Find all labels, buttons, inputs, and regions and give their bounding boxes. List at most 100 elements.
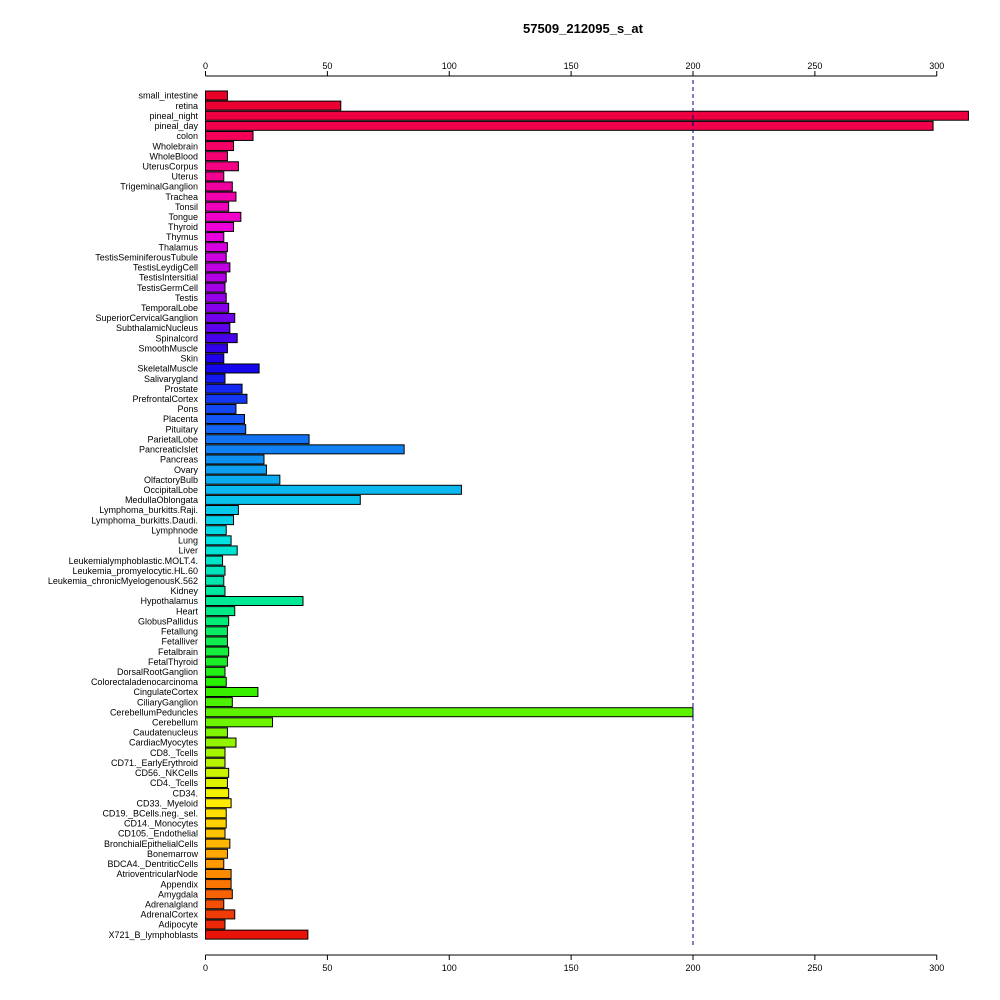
bar — [205, 798, 232, 809]
category-label: Leukemia_promyelocytic.HL.60 — [72, 566, 198, 576]
category-label: CardiacMyocytes — [129, 738, 199, 748]
bar — [205, 201, 230, 212]
bottom-tick-label: 150 — [564, 963, 579, 973]
bar — [205, 454, 265, 465]
bar — [205, 292, 227, 303]
category-label: CD8._Tcells — [150, 748, 199, 758]
category-label: Heart — [176, 606, 199, 616]
bar — [205, 242, 228, 253]
bar — [205, 323, 231, 334]
bar — [205, 464, 267, 475]
bar — [205, 181, 233, 192]
bar — [205, 636, 228, 647]
bar — [205, 575, 225, 586]
category-label: SuperiorCervicalGanglion — [95, 313, 198, 323]
category-label: Lymphoma_burkitts.Daudi. — [91, 515, 198, 525]
category-label: small_intestine — [138, 91, 198, 101]
bottom-tick-label: 200 — [685, 963, 700, 973]
category-label: TemporalLobe — [141, 303, 198, 313]
category-label: pineal_night — [149, 111, 198, 121]
category-label: CD56._NKCells — [135, 768, 199, 778]
bar — [205, 545, 238, 556]
category-label: Spinalcord — [155, 333, 198, 343]
top-tick-label: 200 — [685, 61, 700, 71]
bar — [205, 525, 227, 536]
bar — [205, 858, 225, 869]
category-label: Adipocyte — [158, 920, 198, 930]
bar — [205, 393, 248, 404]
bar — [205, 909, 236, 920]
bottom-tick-label: 300 — [929, 963, 944, 973]
bar — [205, 555, 224, 566]
bar — [205, 171, 225, 182]
bar — [205, 868, 232, 879]
category-label: CD33._Myeloid — [136, 798, 198, 808]
bar — [205, 818, 227, 829]
bar — [205, 191, 237, 202]
category-label: Adrenalgland — [145, 900, 198, 910]
bar — [205, 616, 230, 627]
category-label: WholeBlood — [149, 151, 198, 161]
bar — [205, 403, 237, 414]
bottom-tick-label: 50 — [322, 963, 332, 973]
bar — [205, 302, 230, 313]
bar — [205, 838, 231, 849]
bar — [205, 282, 226, 293]
category-label: Thymus — [166, 232, 199, 242]
bar — [205, 161, 239, 172]
bar — [205, 333, 238, 344]
category-label: retina — [175, 101, 198, 111]
bar — [205, 100, 342, 111]
category-label: CD105._Endothelial — [118, 829, 198, 839]
category-label: Thalamus — [158, 242, 198, 252]
category-label: Leukemia_chronicMyelogenousK.562 — [48, 576, 198, 586]
category-label: OccipitalLobe — [143, 485, 198, 495]
category-label: GlobusPallidus — [138, 616, 199, 626]
bar — [205, 232, 225, 243]
top-tick-label: 50 — [322, 61, 332, 71]
category-label: Amygdala — [158, 889, 198, 899]
bar — [205, 808, 227, 819]
category-label: CerebellumPeduncles — [110, 707, 199, 717]
bar — [205, 444, 405, 455]
category-label: Pons — [177, 404, 198, 414]
bar — [205, 535, 232, 546]
bar — [205, 211, 242, 222]
category-label: Kidney — [170, 586, 198, 596]
category-label: UterusCorpus — [142, 161, 198, 171]
category-label: FetalThyroid — [148, 657, 198, 667]
top-x-axis: 0 50 100 150 200 250 300 — [203, 61, 944, 77]
bar — [205, 757, 226, 768]
bar — [205, 130, 254, 141]
top-tick-label: 0 — [203, 61, 208, 71]
bar — [205, 474, 281, 485]
top-tick-label: 300 — [929, 61, 944, 71]
bar — [205, 585, 226, 596]
category-label: CingulateCortex — [133, 687, 198, 697]
category-label: PrefrontalCortex — [132, 394, 198, 404]
category-label: Appendix — [160, 879, 198, 889]
bar — [205, 666, 226, 677]
bar — [205, 262, 231, 273]
category-label: Thyroid — [168, 222, 198, 232]
category-label: CD14._Monocytes — [124, 819, 199, 829]
category-label: Pancreas — [160, 455, 199, 465]
category-label: Cerebellum — [152, 718, 198, 728]
category-label: TestisGermCell — [137, 283, 198, 293]
bar — [205, 626, 228, 637]
top-tick-label: 100 — [442, 61, 457, 71]
category-label: Skin — [180, 354, 198, 364]
bar — [205, 717, 274, 728]
category-label: ParietalLobe — [147, 434, 198, 444]
bar — [205, 788, 230, 799]
category-label: Fetalbrain — [158, 647, 198, 657]
bottom-x-axis: 0 50 100 150 200 250 300 — [203, 954, 944, 973]
category-label: CD19._BCells.neg._sel. — [102, 809, 198, 819]
bar — [205, 707, 694, 718]
bar — [205, 879, 232, 890]
category-label: Caudatenucleus — [133, 728, 199, 738]
category-label: Pituitary — [165, 424, 198, 434]
bar — [205, 343, 228, 354]
bottom-tick-label: 100 — [442, 963, 457, 973]
bar — [205, 90, 228, 101]
